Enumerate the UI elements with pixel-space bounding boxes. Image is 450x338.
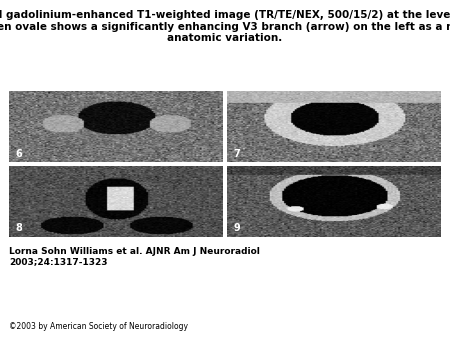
Text: Coronal gadolinium-enhanced T1-weighted image (TR/TE/NEX, 500/15/2) at the level: Coronal gadolinium-enhanced T1-weighted …: [0, 10, 450, 43]
Text: AMERICAN JOURNAL OF NEURORADIOLOGY: AMERICAN JOURNAL OF NEURORADIOLOGY: [248, 280, 353, 285]
Text: 6: 6: [15, 149, 22, 159]
Text: 8: 8: [15, 223, 22, 233]
Text: Lorna Sohn Williams et al. AJNR Am J Neuroradiol
2003;24:1317-1323: Lorna Sohn Williams et al. AJNR Am J Neu…: [9, 247, 260, 266]
Text: AJNR: AJNR: [248, 254, 327, 279]
Text: 9: 9: [234, 223, 240, 233]
Text: ©2003 by American Society of Neuroradiology: ©2003 by American Society of Neuroradiol…: [9, 322, 188, 331]
Text: 7: 7: [234, 149, 240, 159]
